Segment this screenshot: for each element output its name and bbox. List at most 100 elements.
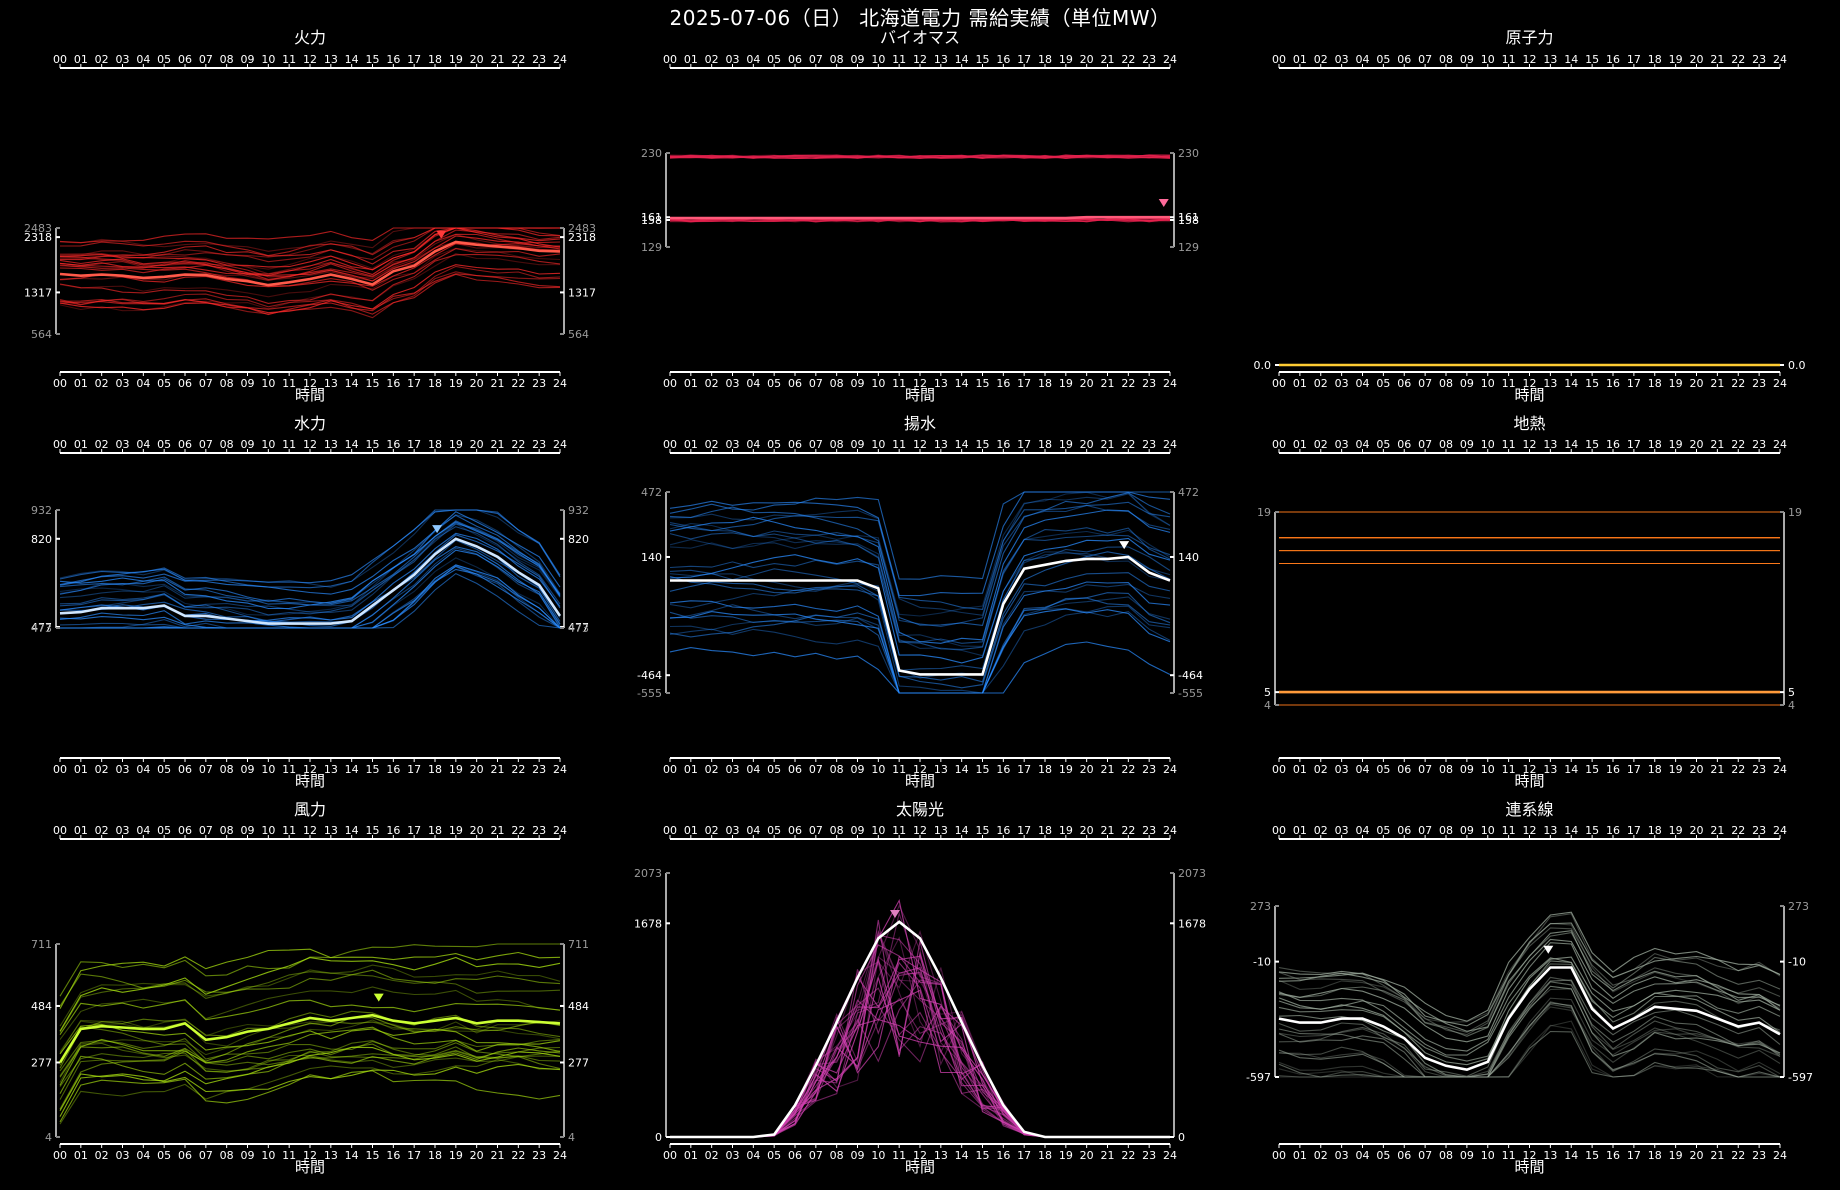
history-line [59,227,561,277]
hour-label: 16 [386,1149,400,1162]
hour-label: 15 [366,763,380,776]
hour-label: 13 [324,53,338,66]
hour-label: 05 [157,53,171,66]
x-axis-label: 時間 [905,1158,935,1176]
hour-label: 04 [746,53,760,66]
hour-label: 19 [1059,763,1073,776]
hour-label: 14 [955,1149,969,1162]
hour-label: 18 [1648,1149,1662,1162]
hour-label: 11 [1502,824,1516,837]
hour-label: 15 [366,53,380,66]
hour-label: 09 [241,377,255,390]
hour-label: 02 [95,53,109,66]
hour-label: 19 [449,824,463,837]
y-tick-label: 158 [641,214,662,227]
hour-label: 19 [449,1149,463,1162]
hour-label: 20 [1080,763,1094,776]
history-line [59,1019,561,1054]
y-tick-label: 129 [1178,241,1199,254]
hour-label: 10 [871,377,885,390]
history-line [59,1059,561,1125]
hour-label: 11 [892,377,906,390]
x-axis-label: 時間 [1514,772,1544,790]
hour-label: 24 [1773,763,1787,776]
hour-label: 08 [220,763,234,776]
hour-label: 18 [428,438,442,451]
hour-label: 20 [1080,824,1094,837]
hour-label: 19 [1059,824,1073,837]
history-line [59,264,561,314]
hour-label: 04 [136,438,150,451]
panel-6: 地熱 00 01 02 03 04 05 06 07 08 09 10 11 12 13 14 15 16 17 18… [1257,414,1802,790]
hour-label: 21 [1101,1149,1115,1162]
hour-label: 13 [934,824,948,837]
hour-label: 01 [74,377,88,390]
hour-label: 09 [241,763,255,776]
hour-label: 19 [449,763,463,776]
hour-label: 17 [407,824,421,837]
hour-label: 16 [996,824,1010,837]
y-tick-label: 472 [1178,486,1199,499]
y-tick-label: 140 [641,551,662,564]
history-line [669,527,1171,650]
x-axis-label: 時間 [905,772,935,790]
hour-label: 22 [511,824,525,837]
hour-label: 06 [1397,377,1411,390]
hour-label: 23 [532,824,546,837]
hour-label: 10 [261,438,275,451]
hour-label: 17 [1627,824,1641,837]
hour-label: 00 [1272,763,1286,776]
y-tick-label: 2318 [568,231,596,244]
hour-label: 20 [470,763,484,776]
hour-label: 13 [324,377,338,390]
y-tick-label: 484 [568,1000,589,1013]
hour-label: 11 [892,1149,906,1162]
hour-label: 08 [830,53,844,66]
hour-label: 17 [1017,824,1031,837]
history-line [59,520,561,606]
history-line [59,969,561,1007]
hour-label: 24 [1773,1149,1787,1162]
hour-label: 24 [553,377,567,390]
hour-label: 12 [1523,438,1537,451]
history-line [59,523,561,616]
hour-label: 19 [1669,377,1683,390]
history-line [1278,942,1781,1052]
hour-label: 24 [1163,377,1177,390]
hour-label: 20 [1690,1149,1704,1162]
y-tick-label: 19 [1788,506,1802,519]
hour-label: 24 [1773,824,1787,837]
hour-label: 06 [178,824,192,837]
x-axis-label: 時間 [905,386,935,404]
hour-label: 17 [407,1149,421,1162]
hour-label: 24 [553,53,567,66]
hour-label: 06 [178,438,192,451]
y-tick-label: 273 [1250,900,1271,913]
hour-label: 02 [705,824,719,837]
hour-label: 18 [1038,824,1052,837]
hour-label: 13 [934,377,948,390]
hour-label: 02 [1314,377,1328,390]
y-tick-label: 2073 [1178,867,1206,880]
hour-label: 04 [136,53,150,66]
history-line [59,509,561,589]
y-tick-label: 932 [31,504,52,517]
hour-label: 16 [996,438,1010,451]
hour-label: 19 [1059,53,1073,66]
y-tick-label: 230 [1178,147,1199,160]
history-line [59,999,561,1036]
y-tick-label: 820 [568,533,589,546]
hour-label: 00 [663,438,677,451]
history-line [669,608,1171,694]
hour-label: 11 [1502,763,1516,776]
y-tick-label: 1317 [24,286,52,299]
hour-label: 05 [1376,763,1390,776]
hour-label: 08 [1439,1149,1453,1162]
y-tick-label: 129 [641,241,662,254]
hour-label: 19 [1059,438,1073,451]
history-line [59,1070,561,1123]
hour-label: 03 [1335,53,1349,66]
hour-label: 00 [663,824,677,837]
hour-label: 18 [1038,53,1052,66]
hour-label: 20 [470,1149,484,1162]
